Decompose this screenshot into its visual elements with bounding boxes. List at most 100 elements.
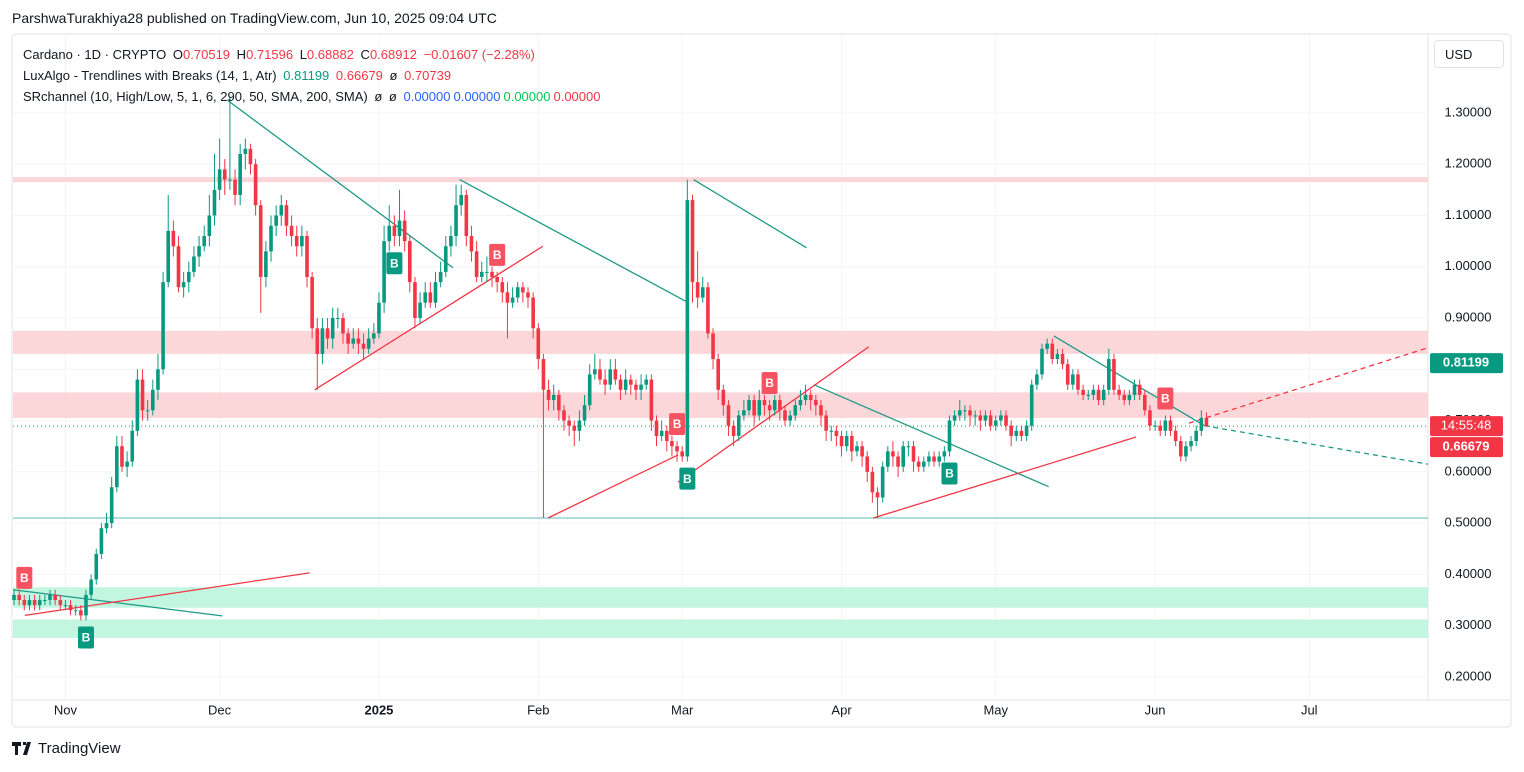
break-box [669,413,686,436]
candle-body [742,410,746,416]
candle-body [772,400,777,411]
candle-body [217,169,222,190]
break-box [1157,387,1174,410]
indicator-value: 0.66679 [335,68,383,83]
indicator-price-label: 0.66679 [1443,439,1490,454]
candle-body [865,456,870,472]
candle-body [978,415,983,421]
candle-body [1045,343,1049,349]
candle-body [567,420,571,426]
legend-srchannel-row: SRchannel (10, High/Low, 5, 1, 6, 290, 5… [23,86,603,107]
candle-body [99,528,104,554]
candle-body [968,410,972,416]
candle-body [1096,389,1101,401]
candle-body [603,379,607,385]
candle-body [243,148,248,154]
break-label: B [945,467,954,481]
candle-body [58,600,63,606]
candle-body [608,369,613,385]
candle-body [1137,384,1142,395]
candle-body [151,389,155,411]
x-tick-label: Jul [1301,702,1318,717]
candle-body [572,425,577,431]
candle-body [752,400,756,416]
break-box [761,372,778,395]
candle-body [120,446,124,467]
indicator-value: 0.00000 [403,89,451,104]
candle-body [1153,425,1157,427]
candle-body [43,600,47,602]
candle-body [125,461,129,467]
candle-body [1122,394,1127,401]
candle-body [850,435,854,452]
currency-button[interactable]: USD [1434,40,1504,68]
candle-body [1194,430,1198,442]
y-tick-label: 0.30000 [1445,617,1492,632]
candle-body [670,441,674,447]
indicator-empty: ø [374,89,383,104]
candle-body [860,446,864,457]
break-label: B [1161,392,1170,406]
candle-body [875,492,880,498]
candle-body [233,179,237,195]
candle-body [1086,394,1091,396]
candle-body [1178,441,1183,457]
countdown-box [1430,416,1503,437]
y-tick-label: 1.20000 [1445,156,1492,171]
candle-body [305,235,309,278]
candle-body [541,359,546,390]
break-box [77,626,94,649]
candle-body [269,225,273,252]
candle-body [176,246,181,288]
candle-body [562,410,566,421]
candle-body [947,420,952,452]
candle-body [474,251,479,278]
candle-body [79,610,83,616]
candle-body [808,394,813,401]
candle-body [464,194,469,236]
indicator-value: 0.00000 [553,89,601,104]
candle-body [623,379,628,390]
candle-body [485,271,489,273]
candle-body [921,461,926,467]
candle-body [407,241,412,283]
attribution: ParshwaTurakhiya28 published on TradingV… [12,10,497,26]
close-value: 0.68912 [369,47,417,62]
candle-body [27,600,32,606]
candle-body [372,333,376,339]
candle-body [793,405,798,416]
candle-body [788,415,792,421]
candle-body [844,435,849,447]
candle-body [228,179,232,181]
candle-body [613,369,618,380]
candle-body [546,389,551,401]
candle-body [22,600,27,606]
candle-body [731,425,736,436]
candle-body [757,400,762,416]
candle-body [279,205,284,216]
candle-body [1142,394,1147,411]
candle-body [829,430,834,432]
candle-body [593,369,597,375]
candle-body [1173,430,1178,442]
break-label: B [673,417,682,431]
candle-body [891,451,895,457]
candle-body [1184,446,1188,457]
break-label: B [82,631,91,645]
trendline [459,179,689,304]
legend-luxalgo-row: LuxAlgo - Trendlines with Breaks (14, 1,… [23,65,603,86]
candle-body [325,328,330,339]
candle-body [315,328,320,354]
candle-body [392,225,397,236]
candle-body [248,148,253,165]
candle-body [140,379,145,411]
break-label: B [765,376,774,390]
indicator-name: SRchannel (10, High/Low, 5, 1, 6, 290, 5… [23,89,368,104]
candle-body [942,451,947,457]
candle-body [505,292,510,303]
candle-body [32,600,37,606]
candle-body [433,282,438,303]
candle-body [814,400,818,406]
y-tick-label: 0.20000 [1445,668,1492,683]
